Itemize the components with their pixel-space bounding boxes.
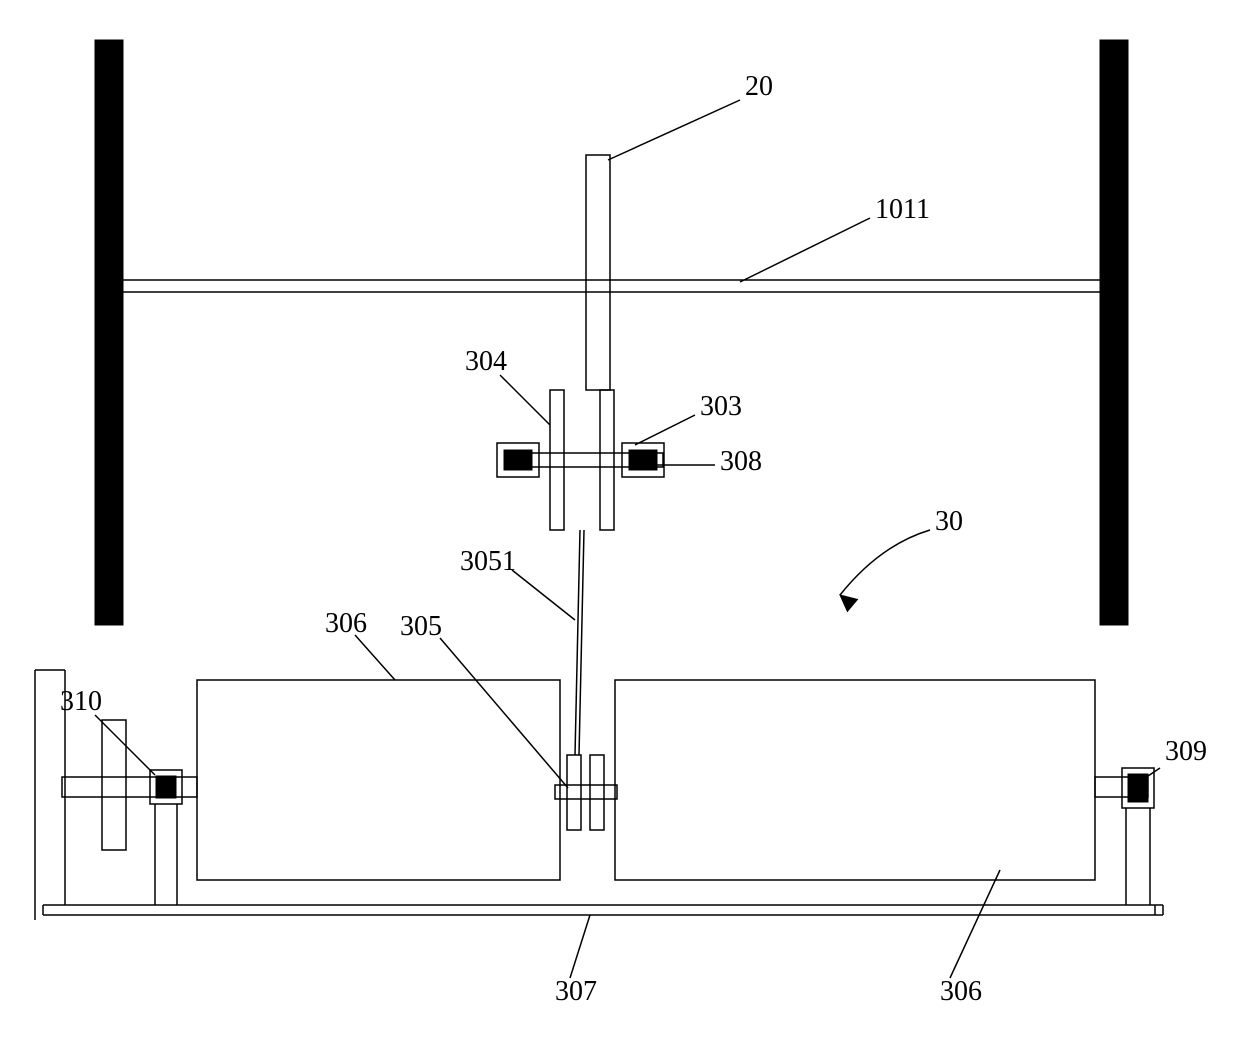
roller-306-left <box>197 680 560 880</box>
label-L306a: 306 <box>325 608 367 639</box>
label-L309: 309 <box>1165 736 1207 767</box>
label-L304: 304 <box>465 346 507 377</box>
axle-left <box>62 777 197 797</box>
wheel-304 <box>550 390 564 530</box>
technical-drawing: 20 1011 304 303 308 30 3051 306 305 310 309 307 306 <box>0 0 1240 1063</box>
rod-20 <box>586 155 610 390</box>
label-L1011: 1011 <box>875 194 930 225</box>
wheel-303 <box>600 390 614 530</box>
leader-L303 <box>635 415 695 445</box>
wheel-310 <box>102 720 126 850</box>
label-L30: 30 <box>935 506 963 537</box>
label-L305: 305 <box>400 611 442 642</box>
leader-L3051 <box>512 570 575 620</box>
arrow-30 <box>840 530 930 595</box>
bearing-308-core <box>629 450 657 470</box>
leader-L310 <box>95 715 155 775</box>
label-L303: 303 <box>700 391 742 422</box>
label-L308: 308 <box>720 446 762 477</box>
leader-L306a <box>355 635 395 680</box>
label-L306b: 306 <box>940 976 982 1007</box>
label-L310: 310 <box>60 686 102 717</box>
wheel-305-right <box>590 755 604 830</box>
leader-L305 <box>440 638 568 788</box>
right-wall <box>1100 40 1128 625</box>
leader-L307 <box>570 915 590 978</box>
left-wall <box>95 40 123 625</box>
arrow-30-head <box>840 595 857 611</box>
roller-306-right <box>615 680 1095 880</box>
leader-L304 <box>500 375 550 425</box>
axle-305 <box>555 785 617 799</box>
leader-L20 <box>608 100 740 160</box>
leader-L1011 <box>740 218 870 282</box>
leader-L306b <box>950 870 1000 978</box>
bearing-310-core <box>156 776 176 798</box>
wheel-305-left <box>567 755 581 830</box>
label-L307: 307 <box>555 976 597 1007</box>
label-L3051: 3051 <box>460 546 516 577</box>
bearing-left-core <box>504 450 532 470</box>
label-L20: 20 <box>745 71 773 102</box>
